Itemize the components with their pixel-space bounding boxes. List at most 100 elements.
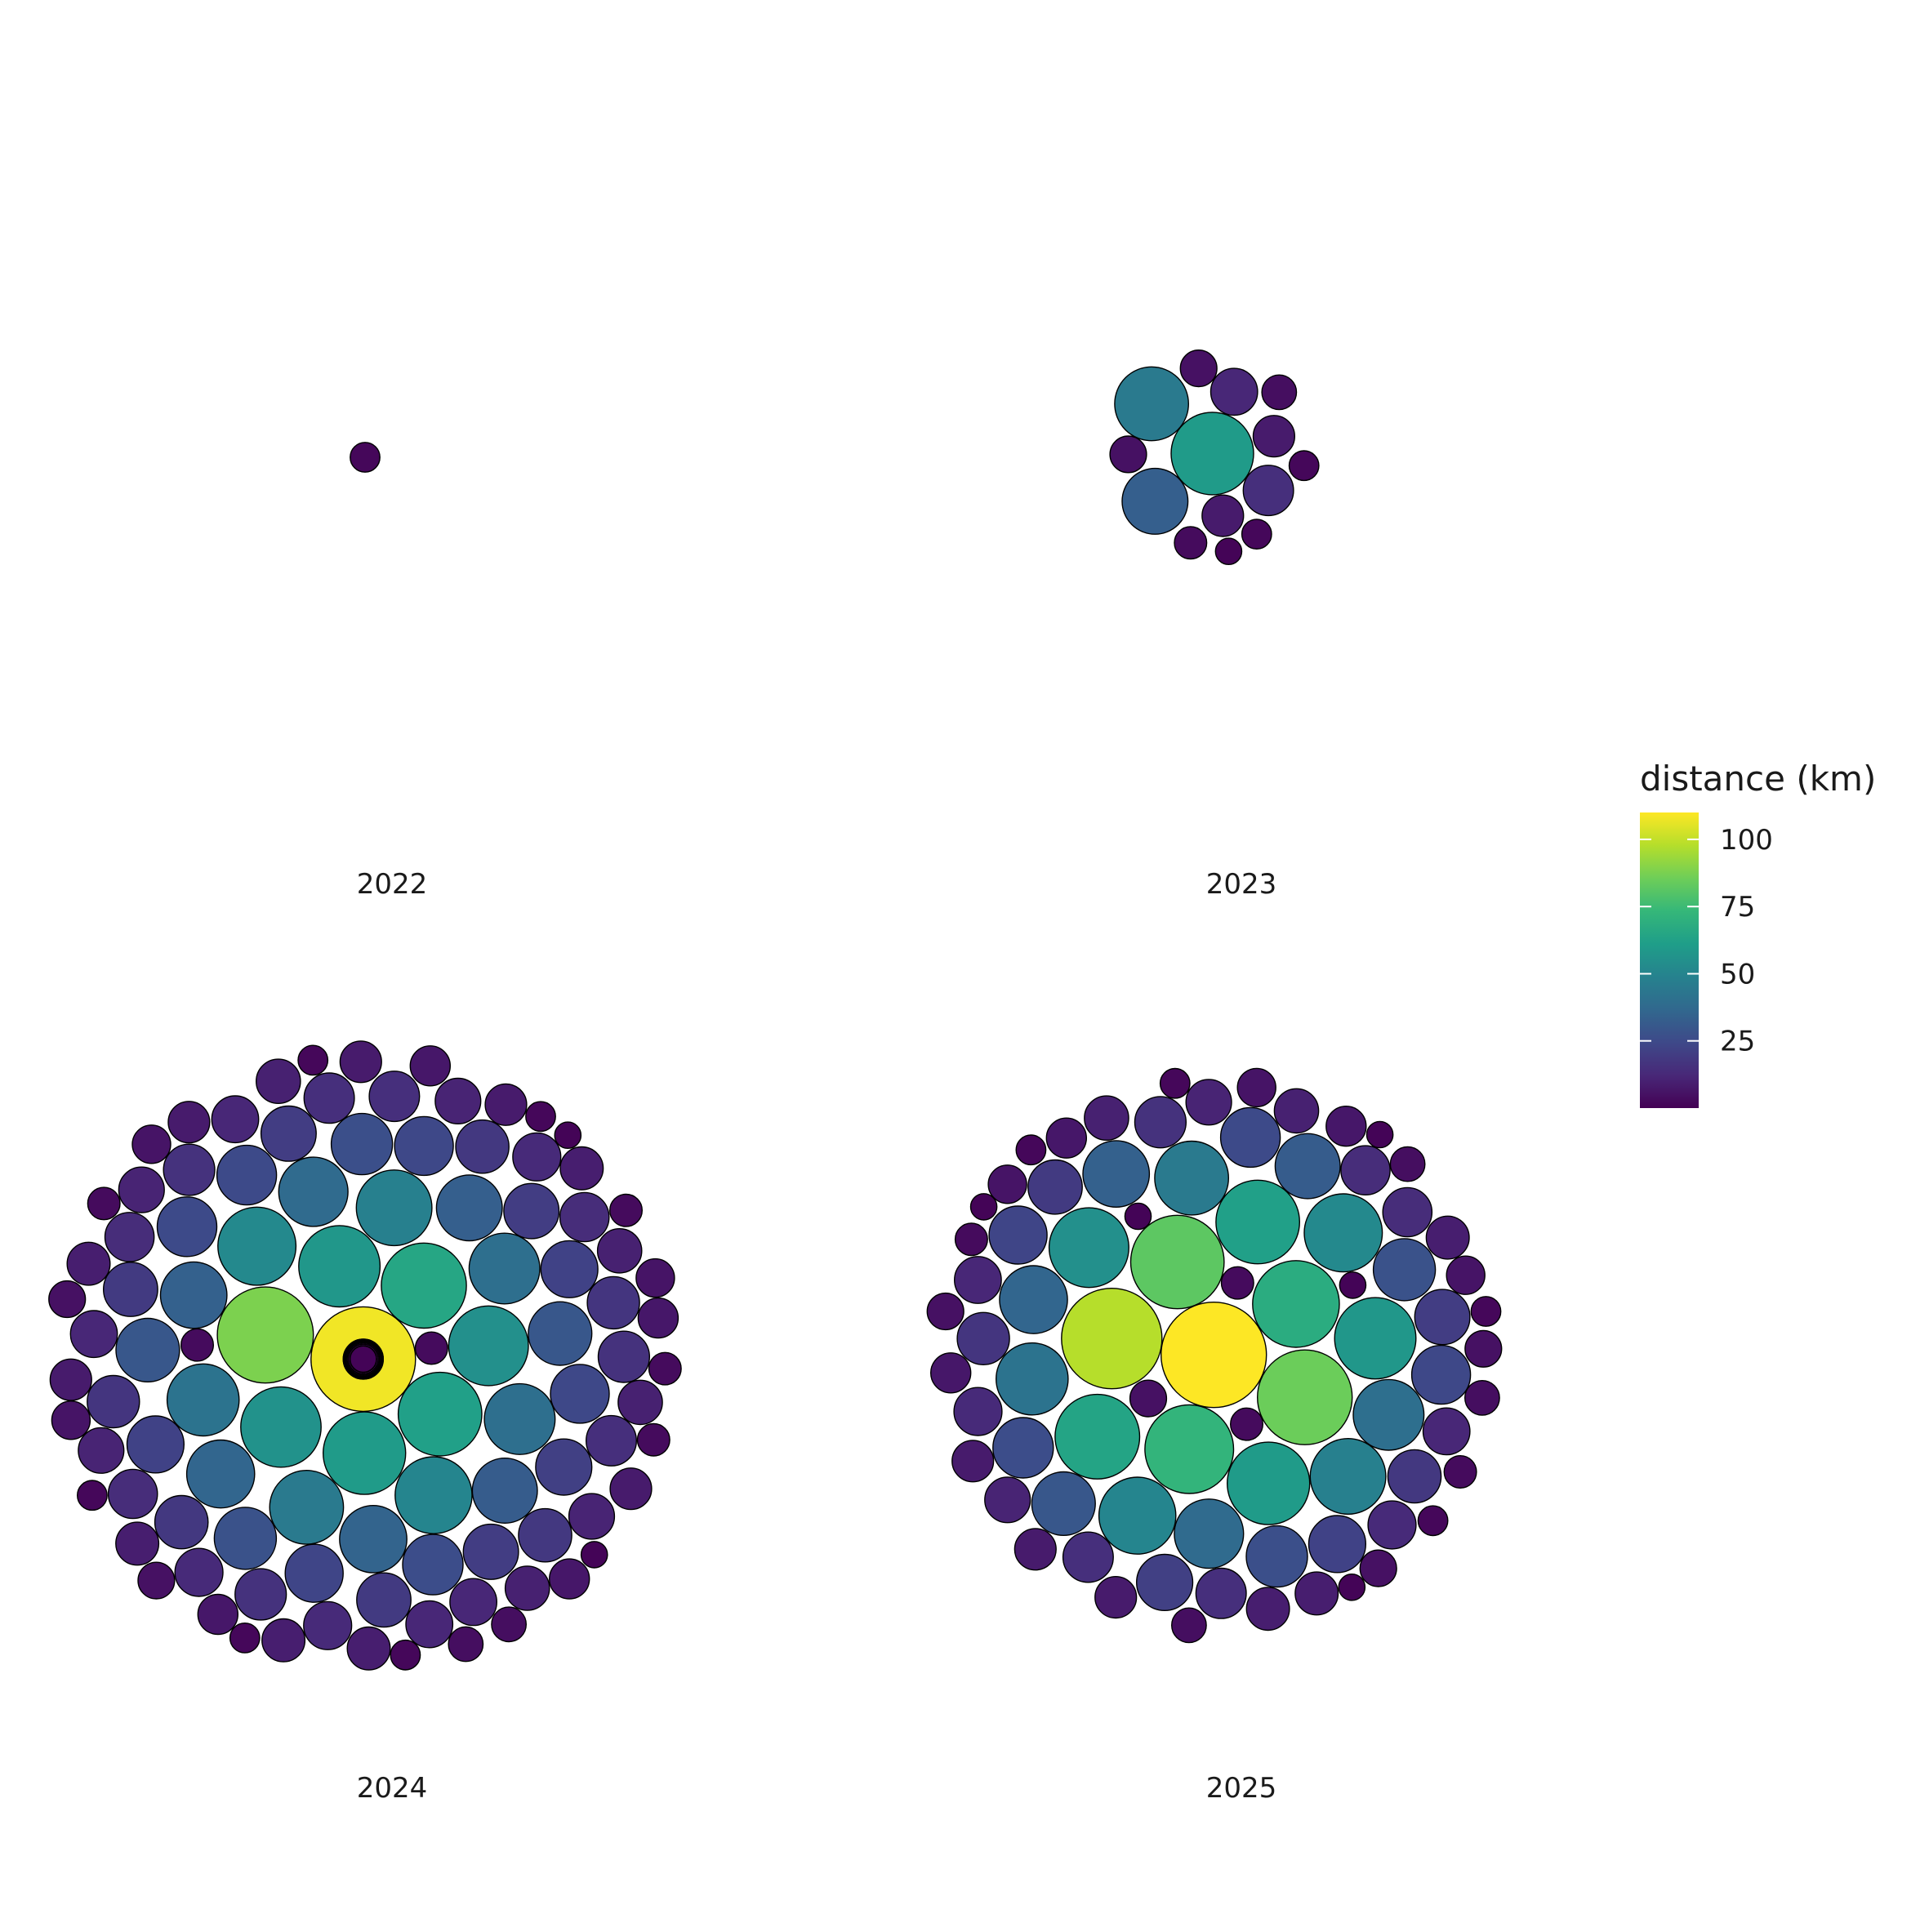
bubble-2023-8 (1179, 349, 1218, 388)
bubble-2024-32 (540, 1240, 599, 1298)
bubble-2024-120 (580, 1541, 608, 1569)
bubble-2024-86 (51, 1400, 91, 1440)
bubble-2024-53 (303, 1600, 353, 1650)
bubble-2023-12 (1241, 519, 1272, 550)
bubble-2024-77 (339, 1040, 382, 1084)
bubble-2025-62 (926, 1292, 965, 1331)
bubble-2024-30 (284, 1543, 344, 1603)
bubble-2024-31 (126, 1415, 185, 1474)
bubble-2024-20 (471, 1457, 538, 1524)
bubble-2025-72 (1159, 1067, 1191, 1099)
bubble-2025-50 (1094, 1575, 1138, 1619)
color-legend: distance (km) 25 50 75 100 (1640, 759, 1876, 1108)
bubble-2024-11 (269, 1470, 345, 1545)
bubble-2024-71 (261, 1618, 306, 1663)
bubble-2024-58 (211, 1095, 260, 1144)
bubble-2025-55 (929, 1352, 972, 1394)
bubble-2024-39 (455, 1119, 510, 1174)
bubble-2024-5 (298, 1225, 381, 1308)
bubble-2024-61 (568, 1493, 616, 1540)
bubble-2024-4 (323, 1411, 407, 1495)
bubble-2024-73 (49, 1358, 92, 1401)
bubble-2025-17 (1174, 1498, 1245, 1569)
bubble-2025-2 (1256, 1349, 1353, 1445)
facet-panel-2025: 2025 (926, 1067, 1503, 1805)
bubble-2024-75 (167, 1101, 211, 1144)
bubble-2025-14 (1154, 1140, 1230, 1216)
bubble-2024-13 (468, 1232, 541, 1305)
bubble-2025-64 (1464, 1380, 1500, 1416)
bubble-2024-10 (355, 1169, 433, 1247)
bubble-2025-33 (956, 1311, 1010, 1366)
bubble-2023-13 (1214, 537, 1243, 566)
legend-tick-label-100: 100 (1720, 824, 1773, 857)
bubble-2024-19 (435, 1174, 503, 1242)
legend-tick-label-75: 75 (1720, 891, 1755, 924)
bubble-2024-1 (216, 1286, 314, 1384)
bubble-2024-17 (339, 1505, 408, 1574)
bubble-2024-55 (174, 1547, 224, 1597)
bubble-2025-11 (1303, 1193, 1383, 1273)
bubble-2024-64 (504, 1565, 550, 1611)
bubble-2024-134 (349, 1345, 377, 1373)
bubble-2025-10 (1048, 1207, 1129, 1289)
bubble-2024-80 (549, 1558, 590, 1600)
bubble-2024-33 (535, 1438, 593, 1496)
bubble-2024-49 (586, 1414, 638, 1467)
bubble-2024-36 (260, 1105, 317, 1162)
bubble-2024-43 (586, 1275, 640, 1330)
bubble-2025-38 (1340, 1145, 1391, 1195)
bubble-2025-18 (999, 1265, 1068, 1334)
bubble-2025-13 (1309, 1437, 1387, 1515)
bubble-2025-73 (1470, 1296, 1502, 1327)
bubble-2025-37 (1382, 1186, 1433, 1238)
bubble-2025-24 (992, 1417, 1054, 1479)
bubble-2024-60 (434, 1077, 482, 1124)
legend-colorbar (1640, 812, 1699, 1108)
facet-panel-2023: 2023 (1109, 349, 1320, 901)
bubble-2025-51 (951, 1440, 995, 1483)
bubble-2024-27 (156, 1196, 218, 1258)
facet-panel-2024: 2024 (48, 1040, 682, 1805)
bubble-2024-63 (118, 1166, 165, 1213)
bubble-2024-40 (154, 1494, 209, 1550)
bubble-2025-25 (1219, 1106, 1281, 1169)
bubble-2024-68 (346, 1626, 391, 1671)
bubble-2025-3 (1129, 1214, 1225, 1310)
bubble-2025-52 (1014, 1528, 1057, 1571)
legend-tick-label-50: 50 (1720, 959, 1755, 991)
bubble-2024-18 (159, 1261, 228, 1329)
bubble-2024-66 (617, 1379, 663, 1426)
bubble-2025-32 (1387, 1449, 1442, 1504)
bubble-2025-28 (1308, 1515, 1367, 1574)
bubble-2025-77 (1338, 1574, 1366, 1601)
bubble-2025-40 (1367, 1500, 1417, 1550)
bubble-2025-67 (1220, 1266, 1254, 1300)
bubble-2025-48 (1294, 1571, 1339, 1616)
bubble-2023-3 (1242, 465, 1294, 517)
bubble-2024-14 (483, 1382, 556, 1455)
bubble-2024-114 (390, 1639, 421, 1671)
bubble-2025-71 (1015, 1134, 1047, 1166)
bubble-2024-92 (48, 1280, 87, 1319)
bubble-2024-48 (303, 1072, 355, 1124)
bubble-2025-47 (1245, 1587, 1290, 1632)
bubble-2025-70 (1417, 1505, 1449, 1537)
bubble-2025-49 (1425, 1215, 1470, 1260)
bubble-2025-12 (1098, 1476, 1177, 1555)
bubble-2024-118 (297, 1044, 329, 1076)
bubble-2024-107 (180, 1328, 214, 1362)
bubble-2024-81 (409, 1045, 451, 1087)
bubble-2023-10 (1174, 526, 1208, 560)
bubble-2025-56 (1446, 1255, 1486, 1295)
bubble-2025-0 (1160, 1301, 1267, 1409)
bubble-2024-47 (368, 1071, 421, 1123)
facet-panel-2022: 2022 (350, 442, 427, 901)
bubble-2024-76 (609, 1467, 653, 1511)
bubble-2024-50 (104, 1212, 155, 1262)
bubble-2025-65 (1171, 1607, 1207, 1644)
bubble-2024-62 (78, 1427, 125, 1474)
bubble-2025-23 (1245, 1525, 1308, 1588)
bubble-2023-11 (1288, 450, 1320, 482)
